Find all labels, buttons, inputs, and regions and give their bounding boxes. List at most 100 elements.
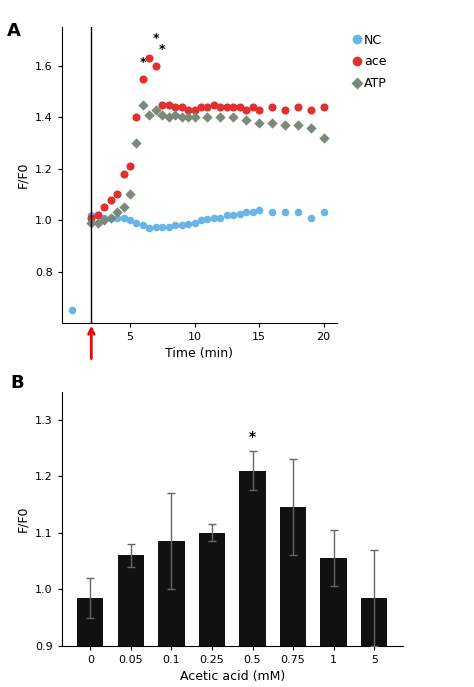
Point [68, 304, 76, 315]
Point [204, 214, 211, 225]
Point [242, 115, 250, 126]
Bar [77, 598, 103, 687]
Point [320, 133, 328, 144]
Point [217, 112, 224, 123]
Legend: NC, ace, ATP: NC, ace, ATP [354, 34, 386, 90]
Point [255, 104, 263, 115]
Point [158, 99, 166, 110]
Point [197, 102, 205, 113]
Point [255, 204, 263, 215]
Point [120, 212, 128, 223]
Point [281, 207, 289, 218]
Point [223, 102, 231, 113]
Point [165, 112, 173, 123]
Y-axis label: F/F0: F/F0 [16, 506, 29, 532]
Point [139, 99, 147, 110]
Point [178, 220, 185, 231]
Point [126, 161, 134, 172]
Point [133, 112, 140, 123]
Point [126, 189, 134, 200]
Point [249, 207, 256, 218]
Point [120, 202, 128, 213]
Point [172, 109, 179, 120]
Point [320, 207, 328, 218]
Point [94, 210, 101, 221]
Point [236, 208, 244, 219]
Point [191, 217, 198, 228]
Point [100, 212, 108, 223]
Point [139, 220, 147, 231]
Bar [239, 471, 266, 687]
Point [146, 109, 153, 120]
Bar [118, 555, 144, 687]
Point [217, 102, 224, 113]
Text: *: * [249, 430, 256, 444]
Point [229, 112, 237, 123]
Point [281, 104, 289, 115]
Point [113, 189, 121, 200]
Point [146, 53, 153, 64]
Point [294, 120, 301, 131]
Point [184, 104, 192, 115]
Point [281, 120, 289, 131]
Point [120, 168, 128, 179]
Point [139, 74, 147, 85]
Point [268, 207, 276, 218]
Point [94, 210, 101, 221]
Point [210, 212, 218, 223]
Text: *: * [159, 43, 165, 56]
Point [307, 122, 315, 133]
Point [152, 104, 160, 115]
Text: B: B [10, 374, 24, 392]
Point [268, 117, 276, 128]
Point [100, 202, 108, 213]
Point [107, 194, 114, 205]
Y-axis label: F/F0: F/F0 [16, 162, 29, 188]
Point [184, 218, 192, 229]
Point [249, 102, 256, 113]
Point [107, 212, 114, 223]
Point [133, 217, 140, 228]
Point [242, 207, 250, 218]
Point [126, 214, 134, 225]
Point [184, 112, 192, 123]
Bar [158, 541, 184, 687]
Text: A: A [7, 21, 20, 40]
Point [158, 221, 166, 232]
Point [229, 102, 237, 113]
Point [320, 102, 328, 113]
Point [204, 112, 211, 123]
Point [307, 104, 315, 115]
Bar [280, 508, 306, 687]
Point [172, 220, 179, 231]
Point [204, 102, 211, 113]
Point [165, 221, 173, 232]
Point [133, 137, 140, 148]
Point [113, 212, 121, 223]
Point [268, 102, 276, 113]
Point [146, 223, 153, 234]
Point [94, 217, 101, 228]
Point [197, 214, 205, 225]
Point [294, 102, 301, 113]
Point [152, 221, 160, 232]
Point [165, 99, 173, 110]
Point [178, 112, 185, 123]
Point [88, 210, 95, 221]
Bar [320, 559, 347, 687]
Point [178, 102, 185, 113]
Point [88, 212, 95, 223]
Point [229, 210, 237, 221]
Point [236, 102, 244, 113]
Point [307, 212, 315, 223]
Point [107, 212, 114, 223]
Point [152, 60, 160, 71]
X-axis label: Acetic acid (mM): Acetic acid (mM) [180, 671, 285, 684]
Point [223, 210, 231, 221]
Point [294, 207, 301, 218]
Bar [199, 533, 225, 687]
Point [172, 102, 179, 113]
Point [100, 214, 108, 225]
Text: *: * [153, 32, 159, 45]
Point [217, 212, 224, 223]
